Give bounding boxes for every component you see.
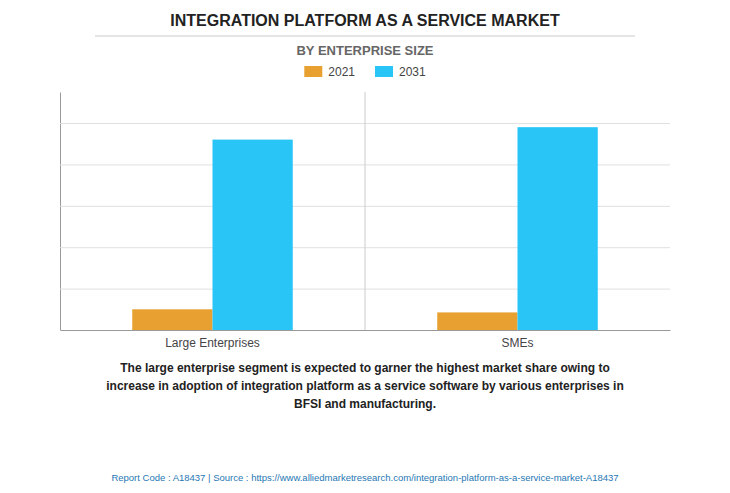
title-separator xyxy=(95,36,635,37)
annotation-line: increase in adoption of integration plat… xyxy=(106,379,623,393)
footer: Report Code : A18437 | Source : https://… xyxy=(111,472,618,483)
y-axis-line xyxy=(60,93,61,331)
title: INTEGRATION PLATFORM AS A SERVICE MARKET xyxy=(170,12,560,29)
y-axis xyxy=(60,93,670,331)
group-separator xyxy=(365,92,366,330)
legend-swatch xyxy=(304,66,322,77)
x-tick-label: Large Enterprises xyxy=(165,336,260,350)
legend-item: 2031 xyxy=(375,65,426,79)
y-tick xyxy=(60,330,670,331)
x-tick: SMEs xyxy=(501,330,533,350)
bar-series xyxy=(132,309,517,330)
grid-line xyxy=(60,330,670,331)
chart: INTEGRATION PLATFORM AS A SERVICE MARKET… xyxy=(0,0,730,493)
bar xyxy=(213,140,293,330)
x-axis: Large Enterprises SMEs xyxy=(61,330,671,350)
x-axis-line xyxy=(61,330,671,331)
x-tick-label: SMEs xyxy=(501,336,533,350)
annotation-line: BFSI and manufacturing. xyxy=(294,397,436,411)
bar xyxy=(437,312,517,330)
x-tick: Large Enterprises xyxy=(165,330,260,350)
legend-label: 2031 xyxy=(399,65,426,79)
subtitle: BY ENTERPRISE SIZE xyxy=(296,43,433,58)
legend: 2021 2031 xyxy=(304,65,426,79)
bar-series xyxy=(213,127,598,330)
legend-item: 2021 xyxy=(304,65,355,79)
annotation-line: The large enterprise segment is expected… xyxy=(120,361,609,375)
bar xyxy=(518,127,598,330)
legend-label: 2021 xyxy=(328,65,355,79)
legend-swatch xyxy=(375,66,393,77)
annotation: The large enterprise segment is expected… xyxy=(106,361,623,411)
bar xyxy=(132,309,212,330)
